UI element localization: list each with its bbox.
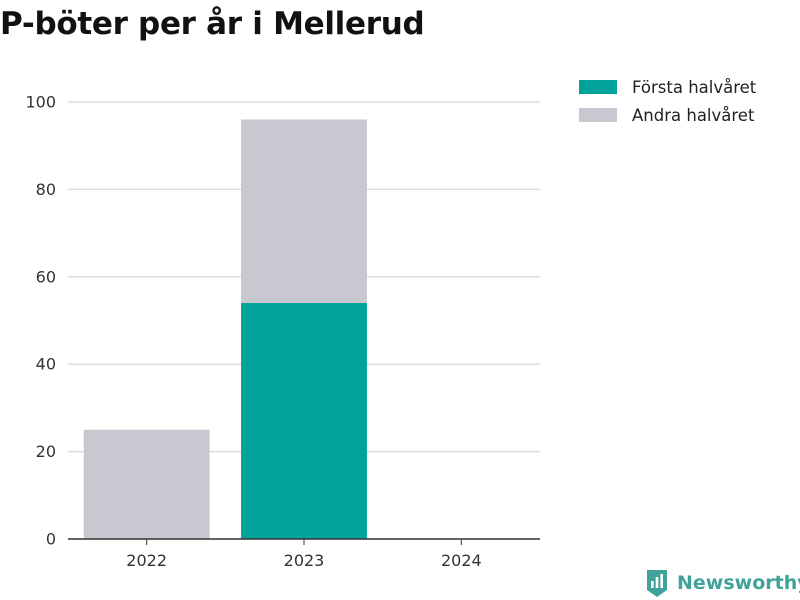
y-tick-label-20: 20 (36, 442, 56, 461)
x-tick-label-2024: 2024 (441, 551, 482, 570)
newsworthy-chart-icon (647, 570, 667, 597)
legend-swatch-second-half (579, 108, 617, 122)
brand-logo: Newsworthy (645, 568, 800, 598)
legend-label-second-half: Andra halvåret (632, 105, 755, 125)
bar-2022-series-2 (83, 429, 210, 539)
legend-item-second-half[interactable]: Andra halvåret (579, 101, 756, 129)
legend-swatch-first-half (579, 80, 617, 94)
y-tick-label-40: 40 (36, 355, 56, 374)
bar-2023-series-2 (241, 119, 367, 304)
chart-title: P-böter per år i Mellerud (0, 6, 425, 42)
y-tick-label-80: 80 (36, 180, 56, 199)
y-tick-label-60: 60 (36, 267, 56, 286)
y-tick-label-100: 100 (25, 93, 56, 112)
x-tick-label-2022: 2022 (126, 551, 167, 570)
brand-name: Newsworthy (677, 572, 800, 594)
y-tick-label-0: 0 (46, 530, 56, 549)
bar-2023-series-1 (241, 303, 367, 539)
legend: Första halvåret Andra halvåret (579, 73, 756, 129)
x-tick-label-2023: 2023 (284, 551, 325, 570)
legend-item-first-half[interactable]: Första halvåret (579, 73, 756, 101)
legend-label-first-half: Första halvåret (632, 77, 757, 97)
